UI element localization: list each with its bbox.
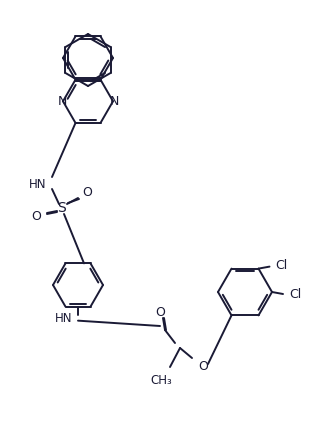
Text: O: O — [198, 360, 208, 374]
Text: N: N — [57, 95, 67, 108]
Text: HN: HN — [29, 178, 47, 192]
Text: O: O — [155, 305, 165, 319]
Text: S: S — [58, 201, 66, 215]
Text: O: O — [82, 187, 92, 199]
Text: HN: HN — [55, 312, 73, 325]
Text: O: O — [31, 210, 41, 222]
Text: CH₃: CH₃ — [150, 374, 172, 386]
Text: N: N — [109, 95, 119, 108]
Text: Cl: Cl — [289, 288, 301, 300]
Text: Cl: Cl — [275, 259, 288, 272]
